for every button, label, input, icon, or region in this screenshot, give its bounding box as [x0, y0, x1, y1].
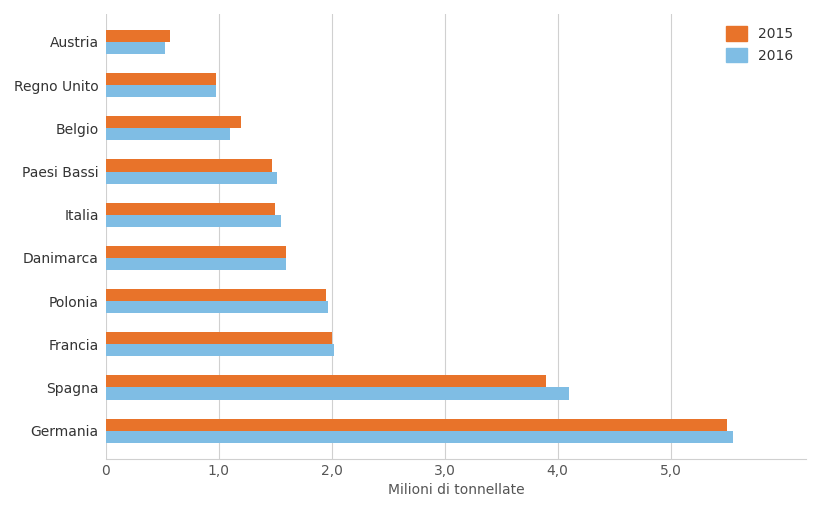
- Bar: [106, 431, 731, 443]
- Bar: [106, 387, 568, 400]
- Bar: [106, 42, 165, 54]
- X-axis label: Milioni di tonnellate: Milioni di tonnellate: [387, 483, 523, 497]
- Legend: 2015, 2016: 2015, 2016: [720, 21, 799, 68]
- Bar: [106, 376, 545, 387]
- Bar: [106, 30, 170, 42]
- Bar: [106, 246, 286, 258]
- Bar: [106, 258, 286, 270]
- Bar: [106, 301, 328, 313]
- Bar: [106, 73, 216, 85]
- Bar: [106, 128, 229, 141]
- Bar: [106, 202, 274, 215]
- Bar: [106, 344, 333, 356]
- Bar: [106, 215, 280, 227]
- Bar: [106, 289, 325, 301]
- Bar: [106, 419, 726, 431]
- Bar: [106, 159, 271, 172]
- Bar: [106, 116, 241, 128]
- Bar: [106, 172, 277, 183]
- Bar: [106, 332, 331, 344]
- Bar: [106, 85, 216, 97]
